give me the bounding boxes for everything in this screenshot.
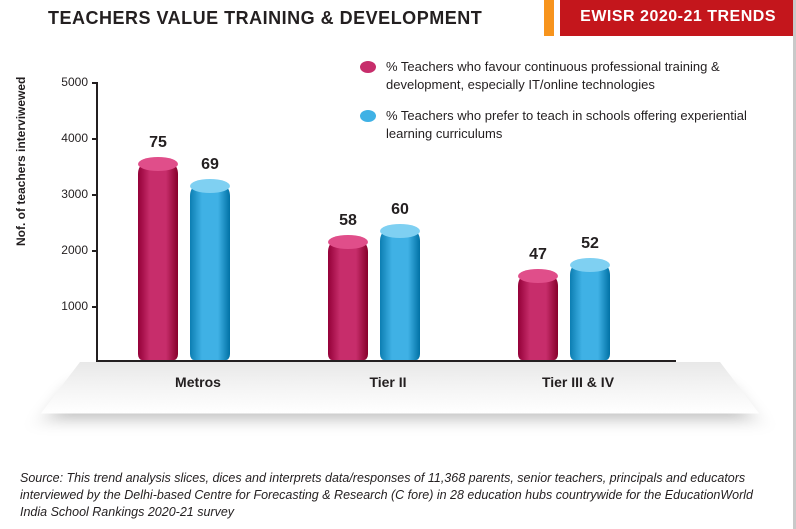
y-tick-label: 4000: [61, 131, 88, 145]
y-tickmark: [92, 138, 98, 140]
chart-area: % Teachers who favour continuous profess…: [0, 36, 796, 466]
bar-cylinder: [570, 265, 610, 360]
bar-body: [138, 164, 178, 360]
y-tick-label: 1000: [61, 299, 88, 313]
trend-badge: EWISR 2020-21 TRENDS: [560, 0, 796, 36]
bar-cylinder: [190, 186, 230, 360]
category-label: Tier II: [328, 374, 448, 390]
badge-wrap: EWISR 2020-21 TRENDS: [544, 0, 796, 36]
bar-cylinder: [328, 242, 368, 360]
bar-cylinder: [138, 164, 178, 360]
y-tickmark: [92, 82, 98, 84]
source-note: Source: This trend analysis slices, dice…: [20, 470, 776, 521]
y-tickmark: [92, 250, 98, 252]
y-tickmark: [92, 306, 98, 308]
bar-body: [570, 265, 610, 360]
bar-top: [570, 258, 610, 272]
header: TEACHERS VALUE TRAINING & DEVELOPMENT EW…: [0, 0, 796, 36]
bar-value-label: 58: [328, 212, 368, 230]
y-tick-label: 5000: [61, 75, 88, 89]
bar-value-label: 60: [380, 201, 420, 219]
badge-accent-bar: [544, 0, 554, 36]
bar-value-label: 47: [518, 246, 558, 264]
y-tick-label: 3000: [61, 187, 88, 201]
category-label: Tier III & IV: [518, 374, 638, 390]
page-title: TEACHERS VALUE TRAINING & DEVELOPMENT: [0, 0, 544, 36]
y-axis-label: Nof. of teachers interviwewed: [14, 77, 28, 246]
bar-value-label: 52: [570, 235, 610, 253]
legend-dot-icon: [360, 61, 376, 73]
bar-body: [518, 276, 558, 360]
bar-top: [518, 269, 558, 283]
plot: 75 69 Metros 58 60 Tier II: [96, 82, 676, 362]
bar-value-label: 75: [138, 134, 178, 152]
bar-body: [190, 186, 230, 360]
bar-value-label: 69: [190, 156, 230, 174]
bar-body: [328, 242, 368, 360]
y-tickmark: [92, 194, 98, 196]
bar-cylinder: [518, 276, 558, 360]
y-ticks: 5000 4000 3000 2000 1000: [48, 82, 88, 362]
y-tick-label: 2000: [61, 243, 88, 257]
bar-body: [380, 231, 420, 360]
bar-cylinder: [380, 231, 420, 360]
category-label: Metros: [138, 374, 258, 390]
bar-top: [138, 157, 178, 171]
